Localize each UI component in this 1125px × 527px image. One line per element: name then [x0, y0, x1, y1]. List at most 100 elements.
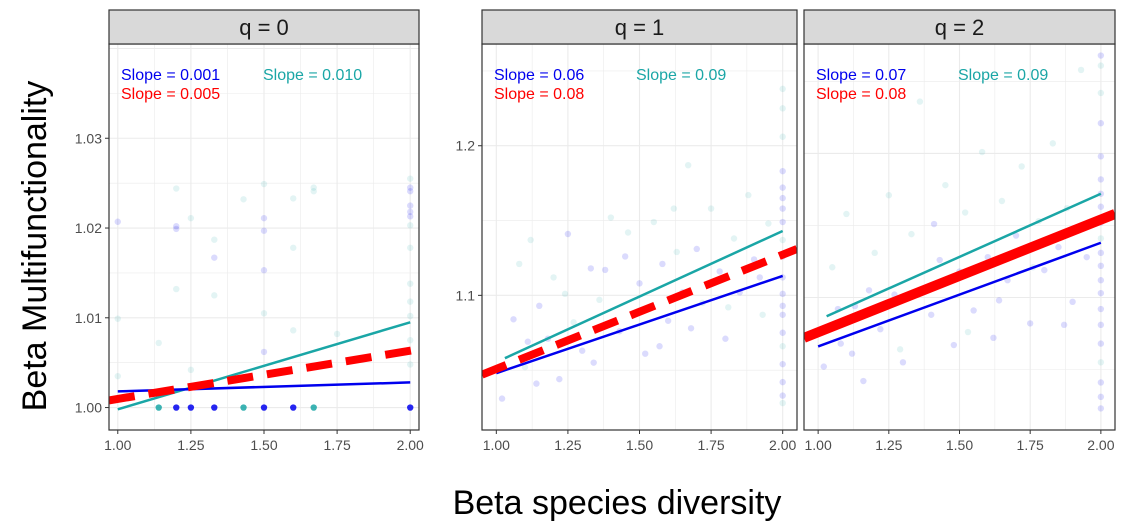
- x-tick-label: 1.25: [554, 437, 581, 453]
- slope-annotation: Slope = 0.09: [636, 67, 726, 84]
- points-layer: [498, 85, 786, 407]
- data-point: [1097, 359, 1105, 366]
- data-point: [1049, 140, 1057, 147]
- data-point: [407, 404, 414, 411]
- data-point: [211, 236, 218, 243]
- slope-annotation: Slope = 0.010: [263, 67, 362, 84]
- data-point: [1097, 340, 1105, 347]
- data-point: [240, 404, 247, 411]
- data-point: [260, 348, 268, 356]
- slope-annotation: Slope = 0.07: [816, 67, 906, 84]
- data-point: [693, 245, 700, 253]
- data-point: [173, 185, 180, 192]
- data-point: [260, 310, 268, 317]
- facet-strip-label: q = 2: [935, 15, 985, 40]
- data-point: [642, 350, 649, 357]
- x-tick-label: 2.00: [397, 437, 424, 453]
- regression-line: [817, 241, 1102, 348]
- data-point: [1041, 266, 1048, 274]
- data-point: [779, 184, 786, 191]
- data-point: [664, 317, 672, 324]
- data-point: [407, 184, 414, 191]
- data-point: [260, 180, 268, 188]
- regression-line: [109, 345, 419, 405]
- x-tick-label: 1.75: [323, 437, 350, 453]
- data-point: [848, 350, 856, 357]
- data-point: [916, 98, 924, 105]
- data-point: [561, 290, 569, 298]
- data-point: [187, 214, 195, 222]
- data-point: [498, 395, 506, 402]
- data-point: [155, 404, 162, 411]
- data-point: [114, 315, 121, 322]
- facet-panel-q2: q = 2 1.00 1.25 1.50 1.75 2.00 Slope = 0.07 Slo…: [803, 9, 1116, 453]
- data-point: [759, 311, 766, 318]
- data-point: [650, 218, 658, 226]
- data-point: [407, 188, 414, 195]
- data-point: [260, 214, 268, 222]
- regression-line: [826, 192, 1102, 318]
- data-point: [290, 195, 297, 202]
- data-point: [1097, 289, 1105, 297]
- data-point: [961, 209, 969, 216]
- data-point: [779, 105, 786, 112]
- data-point: [407, 175, 414, 182]
- data-point: [290, 244, 297, 251]
- data-point: [871, 249, 878, 257]
- data-point: [516, 260, 523, 268]
- data-point: [877, 325, 884, 333]
- data-point: [407, 361, 414, 368]
- data-point: [725, 304, 732, 311]
- data-point: [1077, 66, 1085, 74]
- data-point: [684, 161, 692, 169]
- data-point: [730, 235, 738, 242]
- data-point: [590, 359, 597, 366]
- x-tick-label: 1.25: [875, 437, 902, 453]
- facet-panel-q0: q = 0 1.00 1.25 1.50 1.75 2.00 1.00 1.01 1.02 1.0…: [75, 9, 424, 453]
- data-point: [1097, 405, 1105, 412]
- data-point: [407, 280, 414, 287]
- data-point: [779, 343, 786, 350]
- data-point: [970, 307, 977, 314]
- slope-annotation: Slope = 0.06: [494, 67, 584, 84]
- data-point: [659, 260, 666, 268]
- data-point: [779, 218, 786, 226]
- data-point: [936, 256, 943, 264]
- data-point: [779, 311, 786, 318]
- data-point: [1097, 249, 1105, 257]
- data-point: [829, 264, 836, 271]
- facet-strip: [108, 9, 420, 45]
- data-point: [1097, 277, 1105, 284]
- data-point: [779, 360, 786, 368]
- data-point: [843, 210, 850, 218]
- slope-annotation: Slope = 0.08: [816, 86, 906, 103]
- data-point: [536, 302, 543, 310]
- data-point: [260, 227, 268, 234]
- data-point: [521, 363, 529, 371]
- y-tick-label: 1.2: [456, 138, 476, 154]
- data-point: [1097, 262, 1105, 270]
- x-tick-label: 1.25: [177, 437, 204, 453]
- data-point: [885, 192, 893, 199]
- data-point: [1097, 235, 1105, 242]
- data-point: [998, 197, 1006, 205]
- data-point: [779, 133, 786, 140]
- data-point: [745, 191, 752, 199]
- y-tick-label: 1.02: [75, 220, 102, 236]
- data-point: [621, 253, 629, 260]
- data-point: [173, 404, 180, 411]
- fit-lines-layer: [804, 192, 1115, 348]
- data-point: [1097, 153, 1105, 160]
- data-point: [995, 297, 1003, 304]
- data-point: [211, 254, 218, 261]
- data-point: [779, 399, 786, 407]
- data-point: [310, 184, 317, 191]
- data-point: [837, 340, 844, 347]
- data-point: [820, 363, 827, 370]
- data-point: [722, 335, 729, 342]
- data-point: [779, 290, 786, 298]
- data-point: [779, 167, 786, 175]
- data-point: [1097, 62, 1105, 69]
- fit-lines-layer: [109, 321, 419, 411]
